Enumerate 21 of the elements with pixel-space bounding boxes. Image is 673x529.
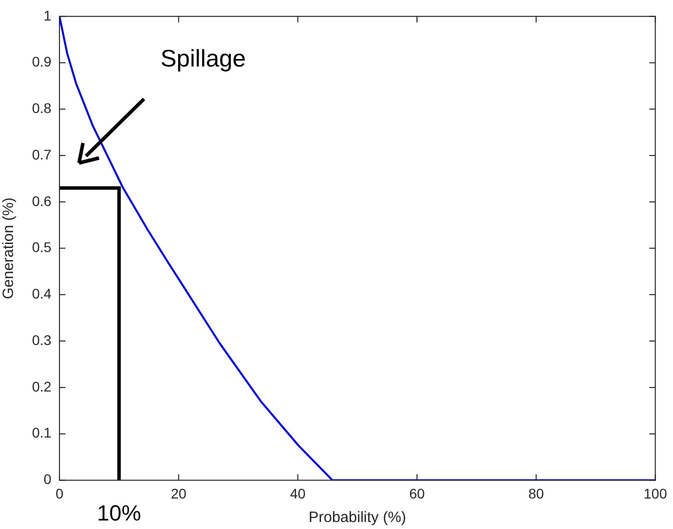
y-tick-label: 0.5 (32, 239, 52, 256)
x-tick-label: 100 (644, 485, 668, 502)
y-tick-label: 0.6 (32, 192, 52, 209)
x-tick-label: 60 (409, 485, 425, 502)
annotation: 10% (97, 500, 142, 526)
y-tick-label: 0.9 (32, 54, 52, 70)
x-tick-label: 0 (56, 485, 64, 502)
y-tick-label: 0.2 (32, 378, 52, 394)
x-tick-label: 40 (290, 485, 306, 502)
y-tick-label: 0.7 (32, 146, 52, 162)
y-tick-label: 0.8 (32, 100, 52, 116)
x-tick-label: 80 (528, 485, 544, 502)
y-tick-label: 1 (44, 7, 52, 24)
x-axis-title: Probability (%) (308, 509, 406, 526)
y-axis-title: Generation (%) (0, 197, 18, 300)
x-tick-label: 20 (170, 485, 187, 502)
y-tick-label: 0.3 (32, 332, 52, 348)
y-tick-label: 0 (44, 471, 52, 488)
y-tick-label: 0.4 (32, 286, 52, 302)
annotation: Spillage (160, 45, 246, 72)
y-tick-label: 0.1 (32, 424, 52, 441)
